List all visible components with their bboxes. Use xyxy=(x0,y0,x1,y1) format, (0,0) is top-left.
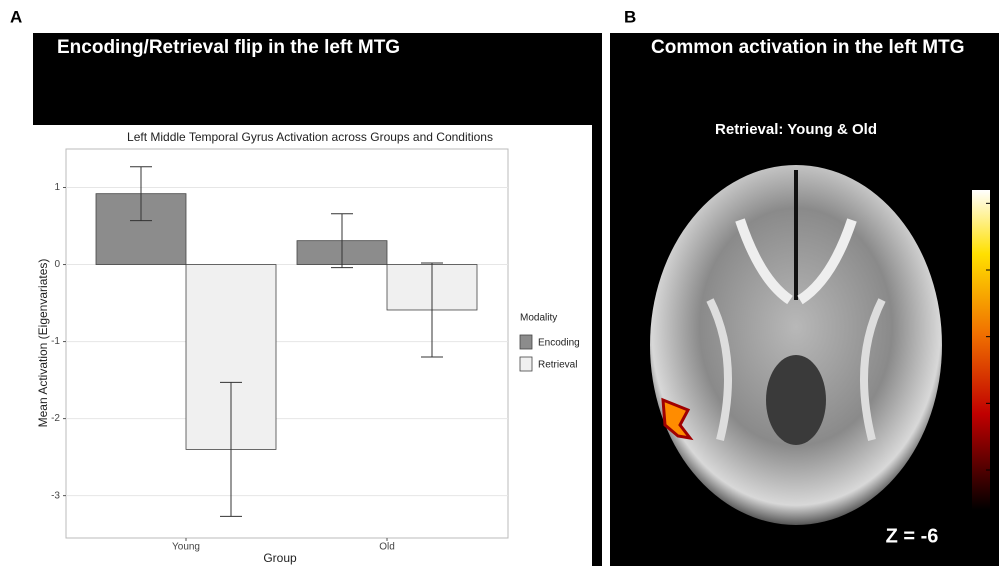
x-tick-label: Old xyxy=(379,542,395,553)
legend-label: Encoding xyxy=(538,338,580,349)
chart-title: Left Middle Temporal Gyrus Activation ac… xyxy=(127,130,493,144)
y-axis-label: Mean Activation (Eigenvariates) xyxy=(36,259,50,428)
error-bar xyxy=(421,262,443,358)
y-tick-label: -2 xyxy=(51,413,60,424)
x-tick-label: Young xyxy=(172,542,200,553)
y-tick-label: 0 xyxy=(54,259,60,270)
legend-swatch xyxy=(519,356,533,372)
colorbar xyxy=(972,190,990,510)
brain-image xyxy=(650,165,942,525)
error-bar xyxy=(220,381,242,517)
error-bar xyxy=(130,166,152,222)
subtitle: Retrieval: Young & Old xyxy=(715,121,877,138)
annotation: Z = -6 xyxy=(886,525,939,547)
legend-title: Modality xyxy=(520,313,557,324)
colorbar-tick-label: 5 xyxy=(992,267,999,272)
colorbar-tick-label: 3.5 xyxy=(992,464,999,477)
colorbar-tick-label: 4 xyxy=(992,401,999,406)
panel-title: Common activation in the left MTG xyxy=(651,37,965,58)
colorbar-tick-label: 5.5 xyxy=(992,197,999,210)
panel-title: Encoding/Retrieval flip in the left MTG xyxy=(57,37,400,58)
error-bar xyxy=(331,213,353,269)
legend-swatch xyxy=(519,334,533,350)
panel-label: A xyxy=(10,7,22,26)
panel-label: B xyxy=(624,7,636,26)
y-tick-label: -3 xyxy=(51,490,60,501)
colorbar-tick-label: 4.5 xyxy=(992,330,999,343)
y-tick-label: -1 xyxy=(51,336,60,347)
y-tick-label: 1 xyxy=(54,182,60,193)
x-axis-label: Group xyxy=(263,551,297,565)
legend-label: Retrieval xyxy=(538,360,577,371)
